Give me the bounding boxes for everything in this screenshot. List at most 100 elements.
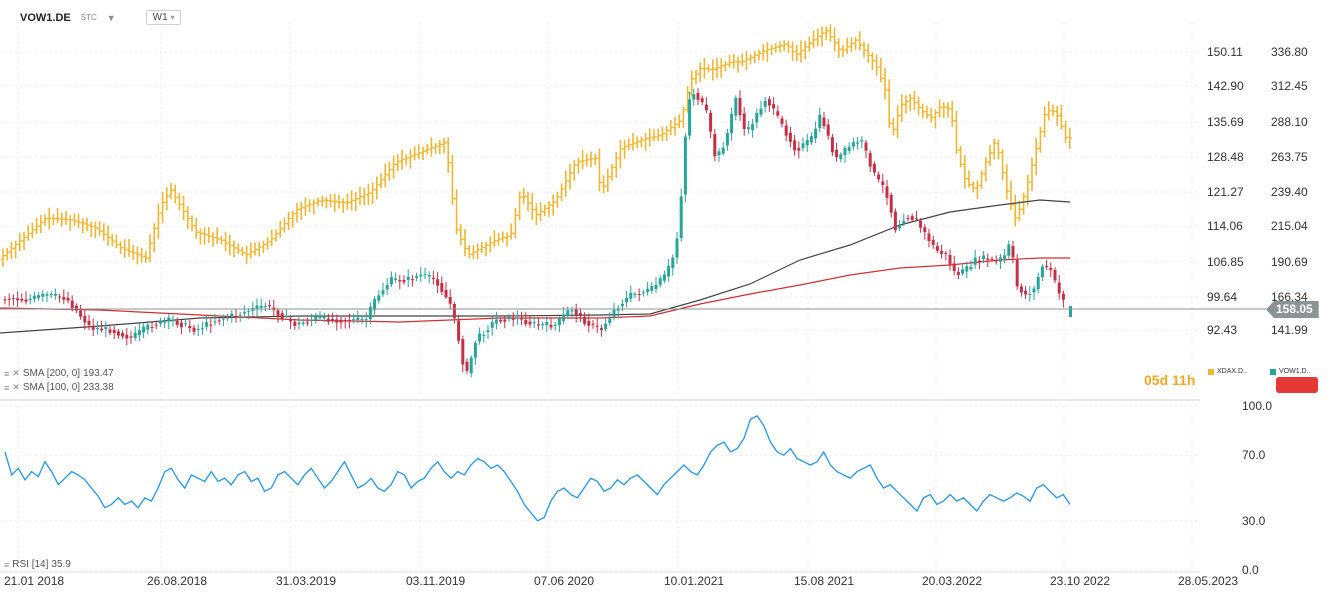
legend-vow1[interactable]: VOW1.D.. [1270, 368, 1311, 375]
vow1-candle-body [662, 274, 666, 281]
vow1-candle-body [877, 174, 881, 180]
vow1-candle-body [62, 297, 66, 300]
vow1-candle-body [45, 294, 49, 296]
indicator-rsi[interactable]: ≡ RSI [14] 35.9 [4, 559, 71, 570]
time-tick-label: 20.03.2022 [922, 574, 982, 588]
time-tick-label: 26.08.2018 [147, 574, 207, 588]
vow1-candle-body [511, 318, 515, 320]
vow1-candle-body [116, 331, 120, 336]
vow1-candle-body [293, 321, 297, 326]
vow1-candle-body [377, 295, 381, 301]
vow1-candle-body [469, 357, 473, 374]
price-tick-label-left: 121.27 [1207, 185, 1244, 199]
vow1-candle-body [331, 319, 335, 321]
legend-label: XDAX.D.. [1217, 368, 1247, 375]
vow1-candle-body [406, 276, 410, 280]
vow1-candle-body [822, 117, 826, 127]
vow1-candle-body [751, 124, 755, 131]
legend-xdax[interactable]: XDAX.D.. [1208, 368, 1247, 375]
vow1-candle-body [465, 361, 469, 371]
vow1-candle-body [87, 320, 91, 325]
vow1-candle-body [931, 239, 935, 245]
indicator-value: 193.47 [83, 368, 114, 379]
vow1-candle-body [11, 298, 15, 300]
vow1-last-candle [1069, 306, 1072, 317]
vow1-candle-body [121, 333, 125, 337]
vow1-candle-body [1028, 294, 1032, 296]
vow1-candle-body [322, 315, 326, 319]
timeframe-select[interactable]: W1 ▾ [145, 10, 182, 25]
vow1-candle-body [683, 136, 687, 195]
vow1-candle-body [301, 322, 305, 324]
last-price-badge: 158.05 [1266, 301, 1319, 318]
vow1-candle-body [578, 313, 582, 315]
vow1-candle-body [671, 257, 675, 268]
indicator-sma200[interactable]: ≡ ✕ SMA [200, 0] 193.47 [4, 368, 114, 379]
vow1-candle-body [100, 328, 104, 331]
legend-label: VOW1.D.. [1279, 368, 1311, 375]
close-icon[interactable]: ✕ [12, 382, 20, 392]
menu-icon[interactable]: ≡ [4, 559, 10, 570]
vow1-candle-body [490, 322, 494, 328]
time-tick-label: 23.10 2022 [1050, 574, 1110, 588]
vow1-candle-body [746, 127, 750, 130]
menu-icon[interactable]: ≡ [4, 382, 10, 393]
vow1-candle-body [856, 142, 860, 144]
vow1-candle-body [108, 329, 112, 333]
vow1-candle-body [158, 320, 162, 324]
symbol-label[interactable]: VOW1.DE [20, 11, 71, 24]
vow1-candle-body [675, 238, 679, 258]
vow1-candle-body [906, 218, 910, 219]
vow1-candle-body [982, 255, 986, 260]
vow1-candle-body [230, 313, 234, 318]
vow1-candle-body [864, 142, 868, 151]
vow1-candle-body [961, 269, 965, 274]
vow1-candle-body [935, 246, 939, 251]
sell-button[interactable] [1276, 377, 1318, 393]
vow1-candle-body [79, 310, 83, 317]
vow1-candle-body [83, 315, 87, 323]
vow1-candle-body [637, 293, 641, 295]
rsi-tick-label: 30.0 [1242, 514, 1266, 528]
vow1-candle-body [66, 297, 70, 301]
vow1-candle-body [994, 260, 998, 262]
vow1-candle-body [528, 321, 532, 325]
vow1-candle-body [95, 328, 99, 330]
vow1-candle-body [889, 194, 893, 213]
vow1-candle-body [826, 124, 830, 136]
vow1-candle-body [32, 295, 36, 299]
vow1-candle-body [524, 320, 528, 325]
vow1-candle-body [1007, 244, 1011, 256]
vow1-candle-body [339, 319, 343, 323]
vow1-candle-body [436, 279, 440, 286]
time-tick-label: 07.06 2020 [534, 574, 594, 588]
vow1-candle-body [839, 154, 843, 160]
menu-icon[interactable]: ≡ [4, 368, 10, 379]
price-tick-label-left: 128.48 [1207, 150, 1244, 164]
vow1-candle-body [188, 325, 192, 329]
vow1-candle-body [284, 315, 288, 317]
vow1-candle-body [541, 324, 545, 326]
close-icon[interactable]: ✕ [12, 368, 20, 378]
chevron-down-icon[interactable]: ▼ [106, 12, 116, 23]
vow1-candle-body [385, 285, 389, 290]
vow1-candle-body [419, 274, 423, 277]
vow1-candle-body [599, 328, 603, 330]
vow1-candle-body [919, 220, 923, 228]
vow1-candle-body [633, 293, 637, 295]
vow1-candle-body [112, 329, 116, 334]
vow1-candle-body [536, 324, 540, 326]
price-tick-label-right: 288.10 [1271, 115, 1308, 129]
indicator-sma100[interactable]: ≡ ✕ SMA [100, 0] 233.38 [4, 382, 114, 393]
vow1-candle-body [759, 108, 763, 115]
vow1-candle-body [948, 255, 952, 265]
vow1-candle-body [482, 334, 486, 337]
vow1-candle-body [654, 284, 658, 289]
vow1-candle-body [226, 317, 230, 319]
vow1-candle-body [104, 327, 108, 330]
vow1-candle-body [37, 295, 41, 298]
rsi-tick-label: 70.0 [1242, 448, 1266, 462]
vow1-candle-body [595, 325, 599, 327]
vow1-candle-body [641, 292, 645, 294]
